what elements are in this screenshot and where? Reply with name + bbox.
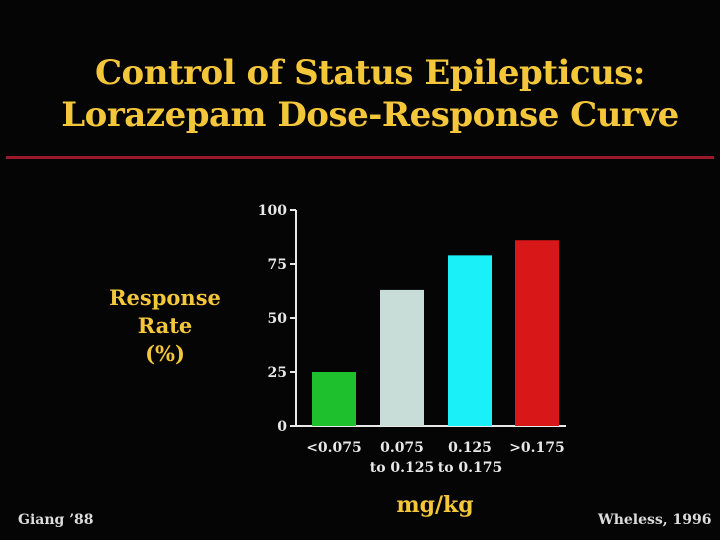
x-tick-label: to 0.125 xyxy=(370,460,435,476)
citation-right: Wheless, 1996 xyxy=(598,512,712,528)
title-line-1: Control of Status Epilepticus: xyxy=(94,53,646,93)
x-axis-label: mg/kg xyxy=(396,492,474,518)
x-tick-label: <0.075 xyxy=(306,440,362,456)
title-line-2: Lorazepam Dose-Response Curve xyxy=(61,95,679,135)
bar xyxy=(312,372,356,426)
slide-title: Control of Status Epilepticus: Lorazepam… xyxy=(0,52,720,136)
y-axis-label: Response Rate (%) xyxy=(80,284,250,368)
y-tick-label: 25 xyxy=(268,365,287,381)
y-axis-label-line-2: (%) xyxy=(145,341,185,366)
y-tick-label: 0 xyxy=(277,419,287,435)
bar xyxy=(515,240,559,426)
y-tick-label: 100 xyxy=(258,203,287,219)
y-tick-label: 75 xyxy=(268,257,287,273)
x-tick-label: 0.075 xyxy=(380,440,424,456)
citation-left: Giang ’88 xyxy=(18,512,94,528)
bar xyxy=(448,255,492,426)
x-tick-label: >0.175 xyxy=(509,440,565,456)
bar xyxy=(380,289,424,426)
y-tick-label: 50 xyxy=(268,311,288,327)
x-tick-label: 0.125 xyxy=(448,440,492,456)
y-axis-label-line-1: Response Rate xyxy=(109,285,221,338)
x-tick-label: to 0.175 xyxy=(438,460,503,476)
title-divider xyxy=(6,156,714,159)
